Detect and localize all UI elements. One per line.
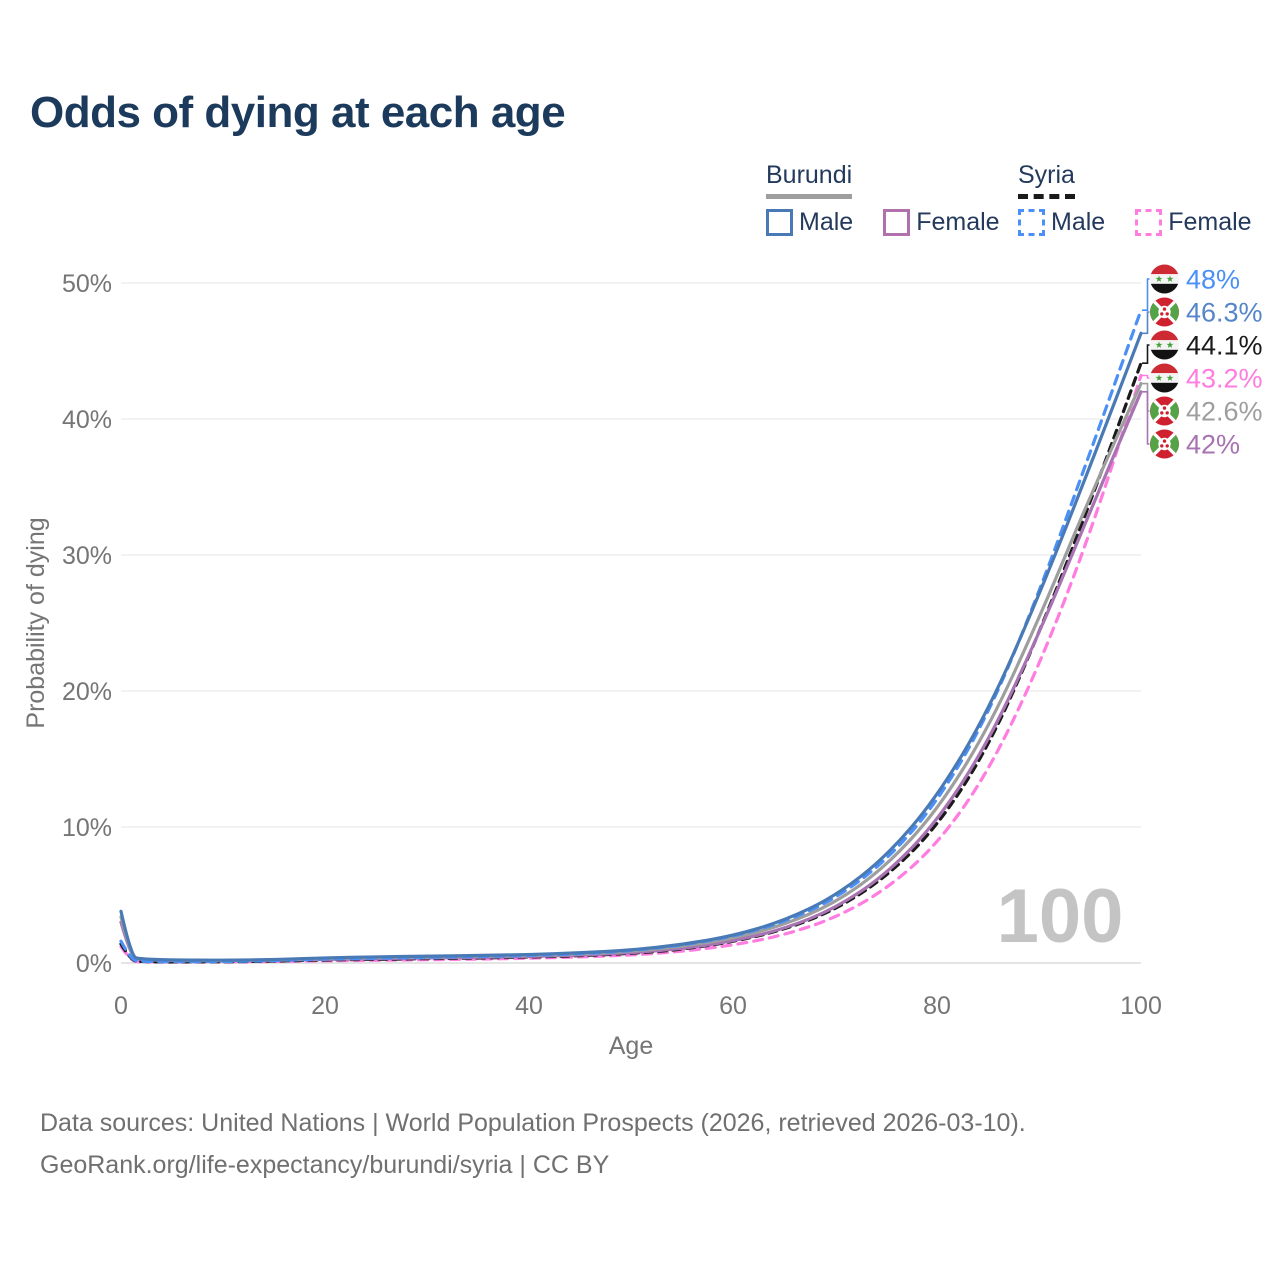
legend-swatch-syria-female-icon	[1135, 209, 1163, 236]
legend-group-title-syria: Syria	[1018, 161, 1075, 199]
legend-item-label: Female	[916, 208, 1000, 236]
legend-item-label: Male	[1051, 208, 1106, 236]
x-tick-label: 40	[515, 992, 543, 1020]
end-label-value: 44.1%	[1186, 331, 1263, 361]
end-label-connector	[1142, 391, 1150, 445]
series-line-syria_female[interactable]	[119, 373, 1143, 964]
footer-source-line-2: GeoRank.org/life-expectancy/burundi/syri…	[40, 1151, 610, 1179]
legend-group-title-burundi: Burundi	[766, 161, 853, 199]
y-tick-label: 50%	[62, 270, 112, 298]
end-label-connector	[1142, 278, 1150, 311]
y-tick-label: 40%	[62, 406, 112, 434]
watermark-age-label: 100	[997, 874, 1124, 959]
y-tick-label: 20%	[62, 678, 112, 706]
x-tick-label: 60	[719, 992, 747, 1020]
legend-items-syria: Male Female	[1018, 208, 1252, 237]
end-label-connector	[1142, 311, 1150, 335]
legend-swatch-syria-male-icon	[1018, 209, 1045, 236]
page-title: Odds of dying at each age	[30, 88, 566, 137]
end-label-value: 46.3%	[1186, 298, 1263, 328]
burundi-flag-icon	[1149, 428, 1181, 460]
legend-group-burundi: Burundi Male Female	[766, 161, 1000, 237]
footer-source: Data sources: United Nations | World Pop…	[40, 1102, 1026, 1186]
syria-flag-icon	[1150, 330, 1180, 360]
end-label-connector	[1142, 382, 1150, 412]
footer-source-line-1: Data sources: United Nations | World Pop…	[40, 1109, 1026, 1137]
legend-item-syria-male[interactable]: Male	[1018, 208, 1105, 237]
end-label-value: 48%	[1186, 265, 1240, 295]
y-axis-title: Probability of dying	[22, 517, 50, 728]
x-tick-label: 0	[114, 992, 128, 1020]
legend-swatch-burundi-male-icon	[766, 209, 793, 236]
burundi-flag-icon	[1149, 395, 1181, 427]
series-line-syria_all[interactable]	[119, 361, 1143, 964]
y-tick-label: 30%	[62, 542, 112, 570]
legend-item-burundi-female[interactable]: Female	[883, 208, 1000, 237]
syria-flag-icon	[1150, 363, 1180, 393]
series-line-burundi_male[interactable]	[119, 331, 1143, 962]
y-tick-label: 0%	[76, 950, 112, 978]
legend-swatch-burundi-female-icon	[883, 209, 911, 236]
end-label-value: 42.6%	[1186, 397, 1263, 427]
legend-group-syria: Syria Male Female	[1018, 161, 1252, 237]
legend-items-burundi: Male Female	[766, 208, 1000, 237]
legend-item-label: Female	[1168, 208, 1252, 236]
end-label-value: 43.2%	[1186, 364, 1263, 394]
legend-item-burundi-male[interactable]: Male	[766, 208, 853, 237]
legend-item-syria-female[interactable]: Female	[1135, 208, 1252, 237]
burundi-flag-icon	[1149, 296, 1181, 328]
end-label-value: 42%	[1186, 430, 1240, 460]
series-line-burundi_all[interactable]	[119, 382, 1143, 963]
x-tick-label: 80	[923, 992, 951, 1020]
x-tick-label: 100	[1120, 992, 1162, 1020]
series-line-burundi_female[interactable]	[119, 390, 1143, 963]
end-label-connector	[1142, 374, 1150, 379]
series-line-syria_male[interactable]	[119, 308, 1143, 964]
legend-item-label: Male	[799, 208, 854, 236]
y-tick-label: 10%	[62, 814, 112, 842]
x-tick-label: 20	[311, 992, 339, 1020]
legend: Burundi Male Female Syria Male	[0, 161, 1280, 241]
end-label-connector	[1142, 344, 1150, 364]
x-axis-title: Age	[609, 1032, 653, 1060]
syria-flag-icon	[1150, 264, 1180, 294]
